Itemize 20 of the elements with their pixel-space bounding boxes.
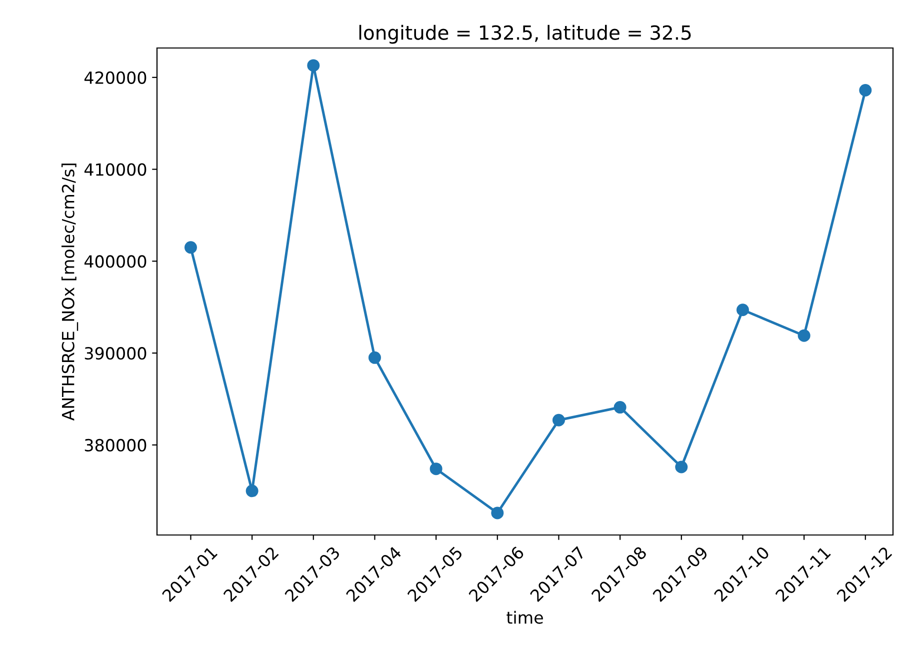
x-axis-title: time (506, 610, 543, 624)
y-tick-label: 420000 (84, 71, 146, 84)
point (859, 84, 872, 97)
y-tick-label: 400000 (84, 255, 146, 268)
point (798, 329, 810, 342)
point (675, 460, 688, 474)
point (491, 506, 504, 520)
point (184, 241, 197, 254)
point (614, 401, 626, 414)
point (736, 304, 749, 316)
y-axis-title: ANTHSRCE_NOx [molec/cm2/s] (62, 164, 78, 421)
y-tick-label: 410000 (84, 163, 146, 176)
point (430, 462, 442, 476)
chart-title: longitude = 132.5, latitude = 32.5 (359, 24, 691, 44)
point (246, 484, 258, 498)
y-tick-label: 380000 (84, 438, 146, 452)
point (368, 351, 381, 364)
point (307, 59, 320, 72)
point (552, 414, 565, 426)
y-tick-label: 390000 (84, 347, 146, 360)
